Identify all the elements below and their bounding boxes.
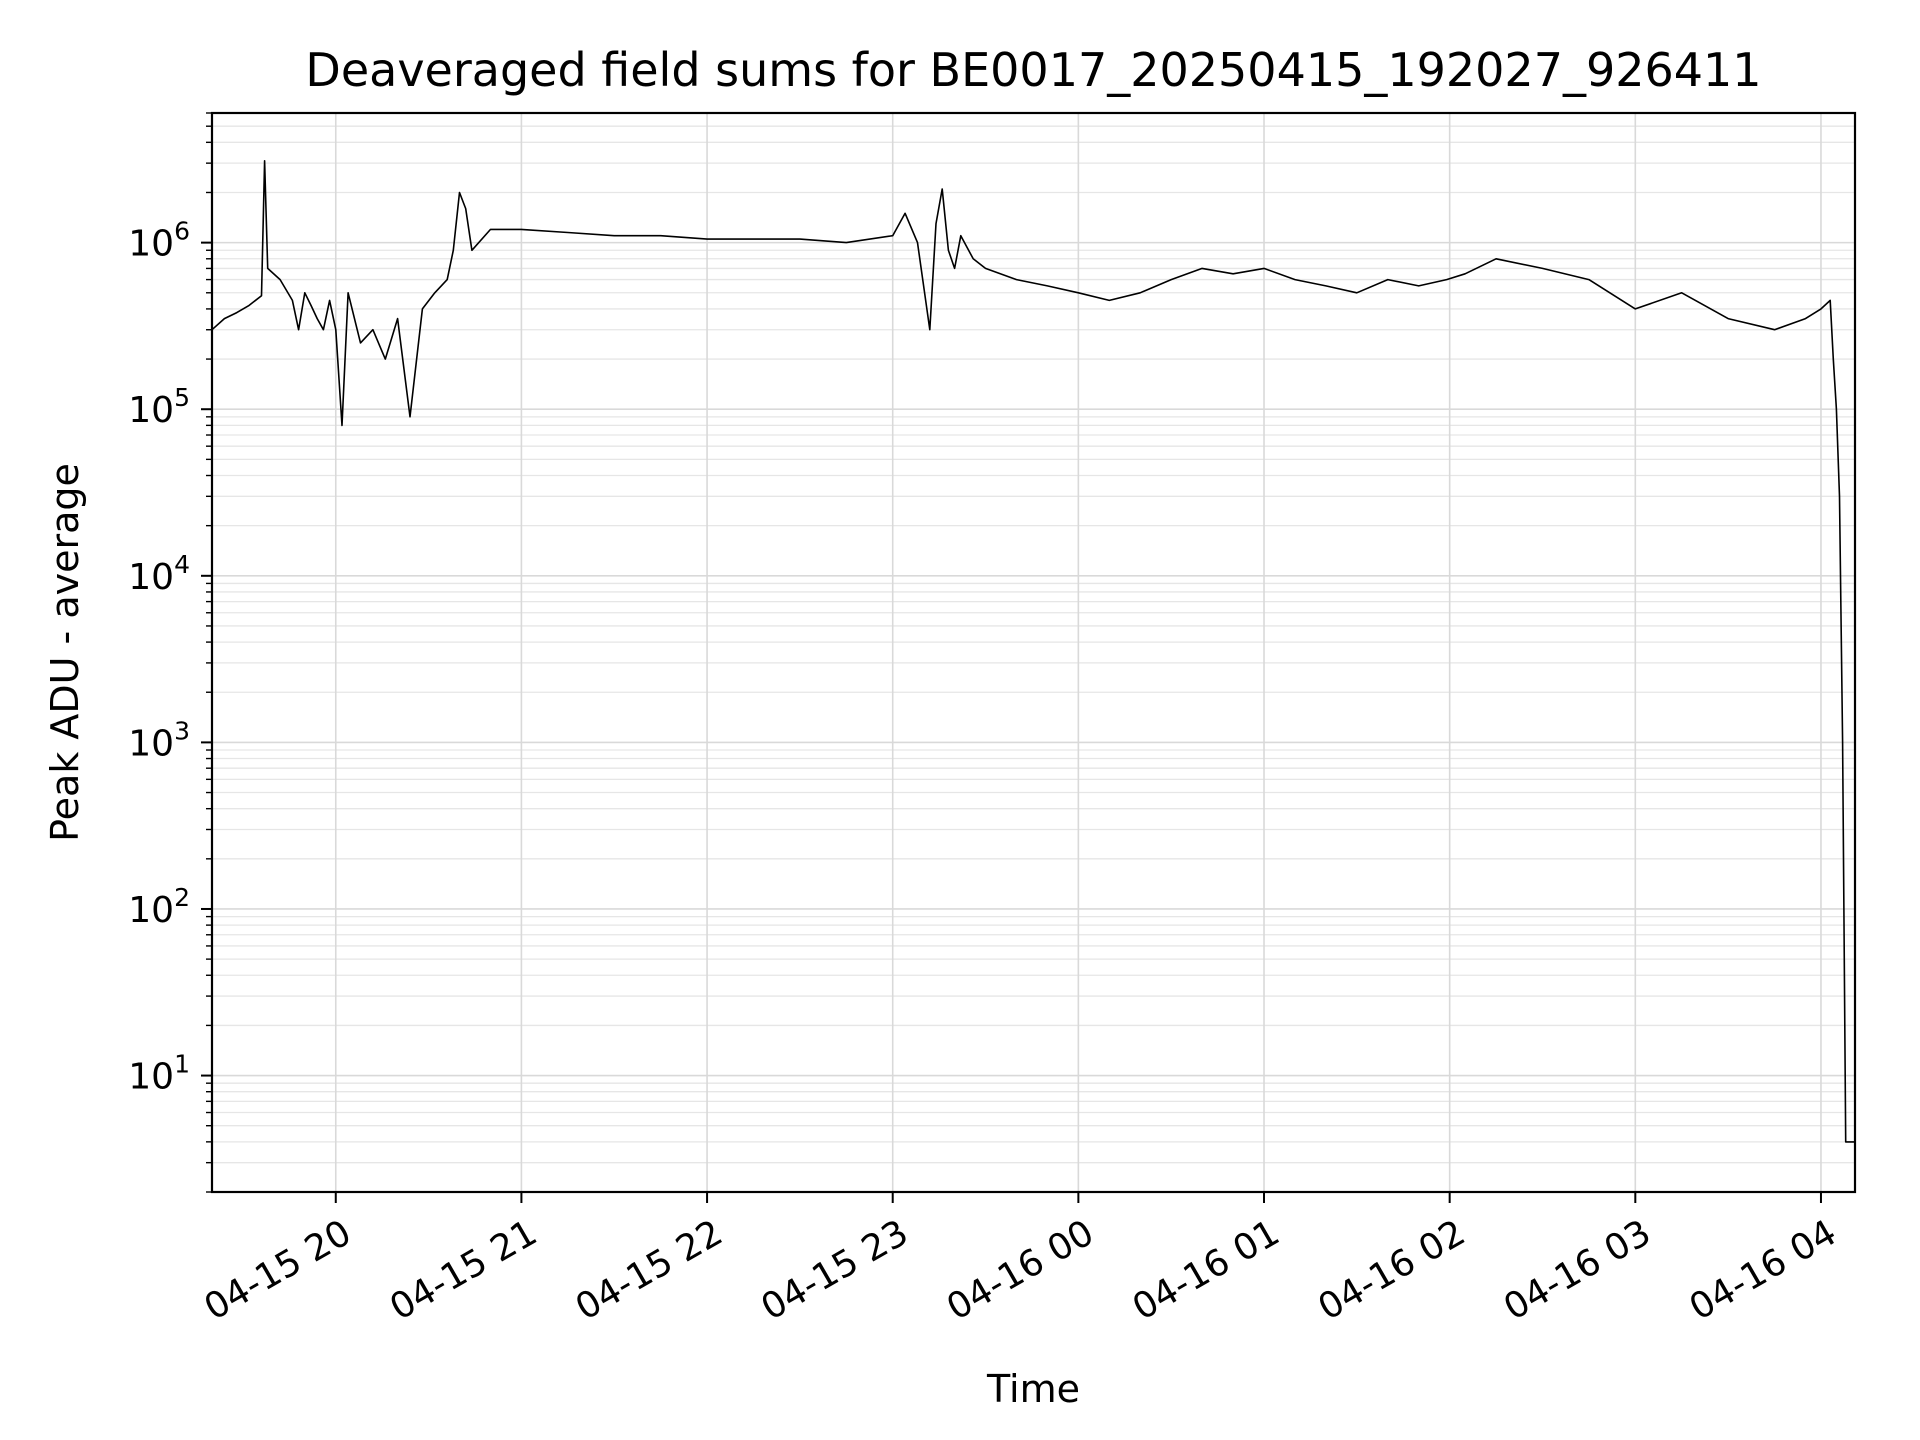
y-tick-base: 10 xyxy=(128,1057,174,1098)
y-tick-label-text: 102 xyxy=(128,883,190,931)
y-tick-label-text: 106 xyxy=(128,217,190,265)
series-line xyxy=(211,160,1855,1143)
y-tick-label: 103 xyxy=(128,716,190,764)
x-axis-label: Time xyxy=(986,1367,1080,1411)
y-tick-exponent: 3 xyxy=(174,716,190,745)
y-tick-exponent: 2 xyxy=(174,883,190,912)
y-tick-base: 10 xyxy=(128,723,174,764)
y-tick-exponent: 1 xyxy=(174,1050,190,1079)
axes-frame xyxy=(210,111,1857,1194)
y-tick-label: 101 xyxy=(128,1050,190,1098)
y-tick-label-text: 103 xyxy=(128,716,190,764)
y-tick-label: 105 xyxy=(128,383,190,431)
grid xyxy=(212,112,1855,1193)
y-tick-label: 104 xyxy=(128,550,190,598)
plot-area xyxy=(211,160,1855,1143)
y-tick-base: 10 xyxy=(128,390,174,431)
y-tick-base: 10 xyxy=(128,224,174,265)
y-tick-exponent: 5 xyxy=(174,383,190,412)
y-tick-label-text: 105 xyxy=(128,383,190,431)
y-axis-label: Peak ADU - average xyxy=(43,463,87,842)
y-tick-label: 102 xyxy=(128,883,190,931)
chart-title: Deaveraged field sums for BE0017_2025041… xyxy=(305,43,1761,97)
y-tick-label: 106 xyxy=(128,217,190,265)
y-tick-base: 10 xyxy=(128,557,174,598)
y-tick-label-text: 104 xyxy=(128,550,190,598)
y-tick-exponent: 6 xyxy=(174,217,190,246)
y-tick-base: 10 xyxy=(128,890,174,931)
y-tick-exponent: 4 xyxy=(174,550,190,579)
y-tick-label-text: 101 xyxy=(128,1050,190,1098)
